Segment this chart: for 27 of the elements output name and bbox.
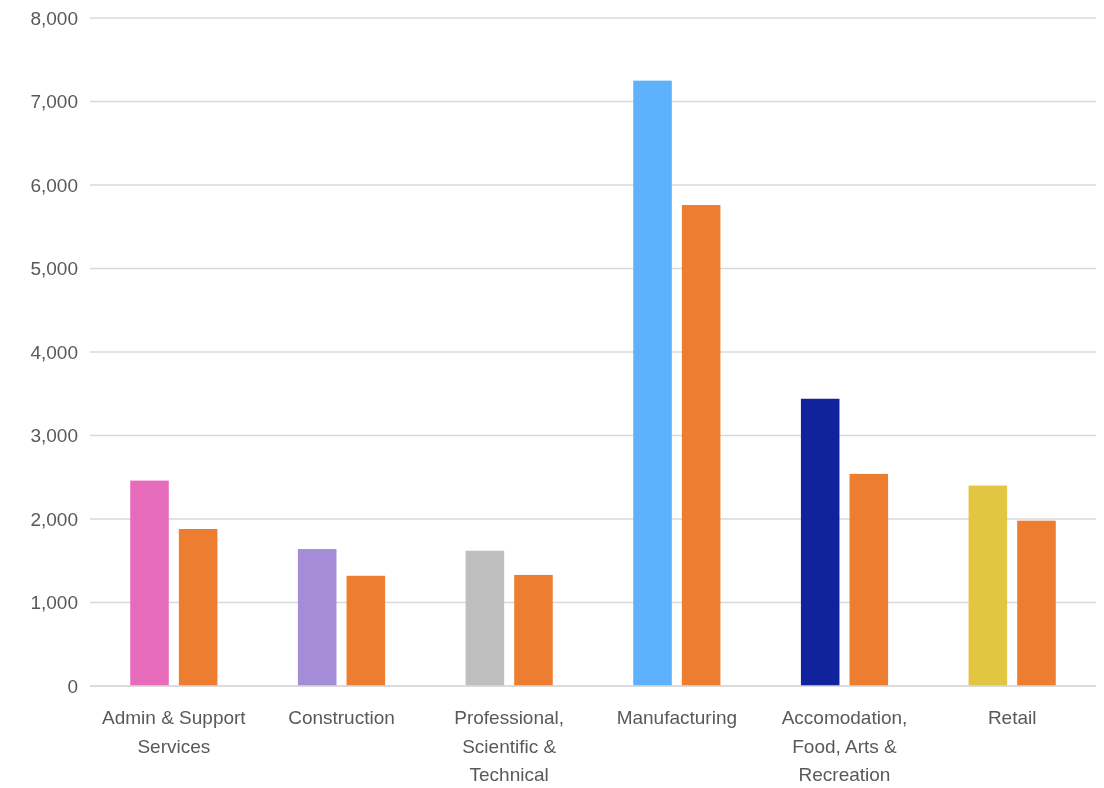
bar bbox=[297, 549, 337, 686]
x-tick-label: Professional, Scientific & Technical bbox=[454, 707, 565, 785]
bar bbox=[968, 485, 1008, 686]
bar bbox=[800, 398, 840, 686]
bar bbox=[849, 473, 889, 686]
y-tick-label: 7,000 bbox=[30, 91, 78, 113]
y-tick-label: 3,000 bbox=[30, 425, 78, 447]
y-tick-label: 1,000 bbox=[30, 592, 78, 614]
x-tick-label: Construction bbox=[288, 707, 395, 728]
bar bbox=[465, 550, 505, 686]
y-tick-label: 8,000 bbox=[30, 7, 78, 29]
y-tick-label: 6,000 bbox=[30, 174, 78, 196]
x-tick-label: Admin & Support Services bbox=[102, 707, 247, 757]
x-tick-label: Accomodation, Food, Arts & Recreation bbox=[781, 707, 908, 785]
y-tick-label: 2,000 bbox=[30, 508, 78, 530]
x-tick-label: Retail bbox=[987, 707, 1037, 728]
y-tick-label: 5,000 bbox=[30, 258, 78, 280]
y-tick-label: 0 bbox=[67, 675, 78, 697]
bar bbox=[681, 205, 721, 686]
y-tick-label: 4,000 bbox=[30, 341, 78, 363]
bar bbox=[130, 480, 169, 686]
bar bbox=[633, 80, 672, 686]
bar bbox=[1017, 520, 1056, 686]
bar bbox=[178, 529, 218, 686]
x-tick-label: Manufacturing bbox=[616, 707, 738, 728]
bar bbox=[514, 574, 553, 686]
bar bbox=[346, 575, 386, 686]
